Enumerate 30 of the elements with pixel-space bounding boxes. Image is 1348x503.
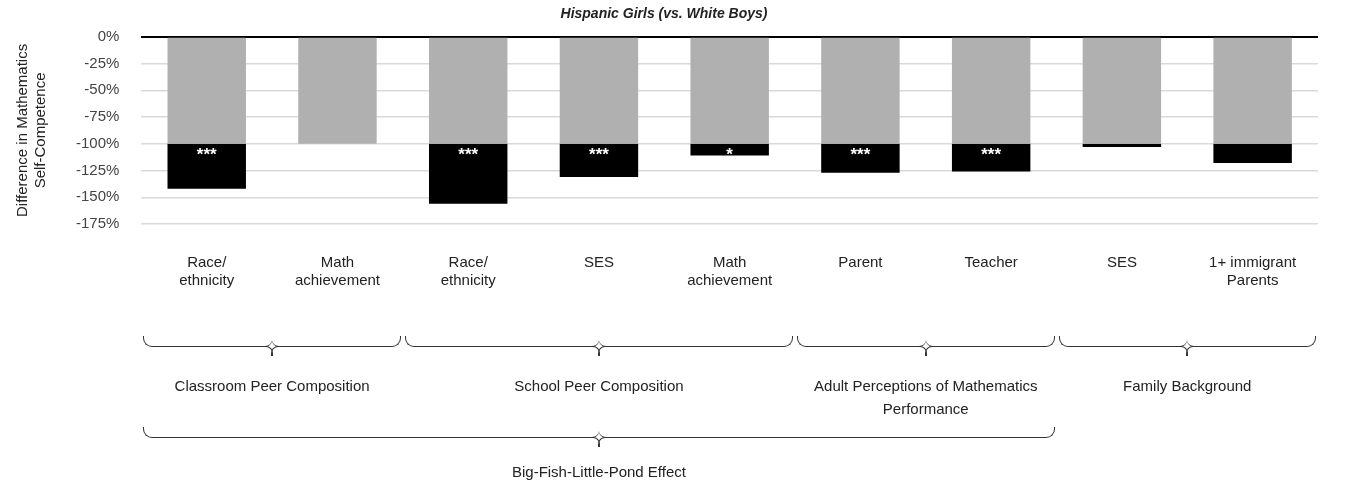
y-tick-label: -125%	[76, 160, 120, 178]
y-tick-label: -25%	[84, 53, 120, 71]
y-tick-label: -100%	[76, 133, 120, 151]
data-label: *	[726, 144, 734, 164]
text: Classroom Peer Composition	[174, 376, 370, 396]
data-label: ***	[458, 144, 479, 164]
x-tick-label: Parent	[838, 253, 884, 271]
x-tick-label: 1+ immigrant Parents	[1209, 253, 1298, 289]
data-label: ***	[196, 144, 218, 164]
x-tick-label: Math achievement	[687, 253, 774, 289]
text: Family Background	[1123, 376, 1252, 396]
text: Adult Perceptions of Mathematics Performance	[814, 376, 1038, 419]
x-tick-label: Race/ ethnicity	[440, 253, 497, 289]
y-tick-label: -50%	[84, 80, 120, 98]
y-tick-label: -75%	[84, 107, 120, 125]
x-tick-label: Race/ ethnicity	[179, 253, 235, 289]
chart-title: Hispanic Girls (vs. White Boys)	[560, 5, 768, 22]
x-tick-label: Teacher	[964, 253, 1018, 271]
data-label: ***	[981, 144, 1002, 164]
data-label: ***	[589, 144, 610, 164]
x-tick-label: SES	[1106, 253, 1137, 271]
y-tick-label: -175%	[76, 214, 120, 232]
text: Big-Fish-Little-Pond Effect	[511, 462, 686, 482]
x-tick-label: SES	[583, 253, 614, 271]
y-tick-label: -150%	[76, 187, 120, 205]
y-tick-label: 0%	[97, 26, 120, 44]
x-tick-label: Math achievement	[294, 253, 381, 289]
text: School Peer Composition	[514, 376, 684, 396]
data-label: ***	[850, 144, 871, 164]
y-axis-title: Difference in Mathematics Self-Competence	[13, 43, 49, 217]
